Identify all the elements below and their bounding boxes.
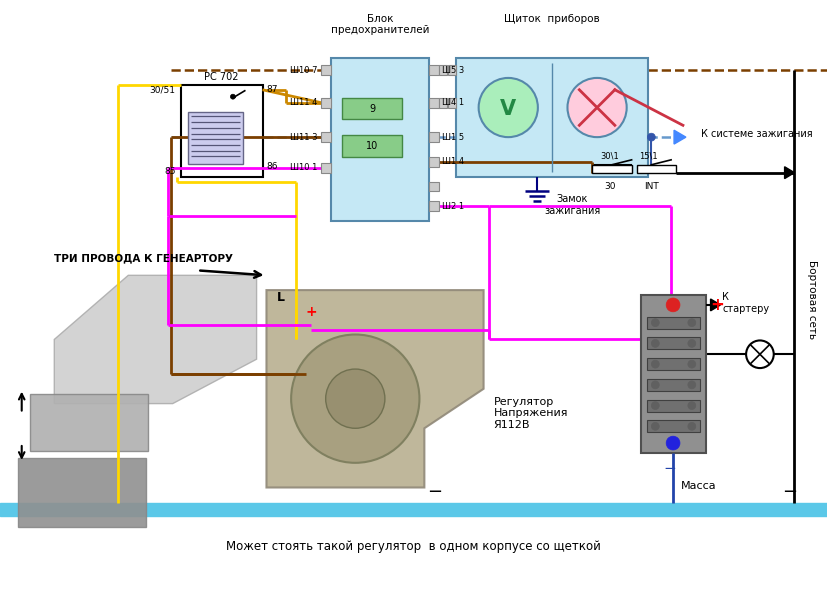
Text: К
стартеру: К стартеру bbox=[722, 292, 769, 314]
Bar bbox=[429, 98, 439, 107]
Bar bbox=[648, 358, 700, 370]
Text: Ш4 1: Ш4 1 bbox=[442, 98, 464, 107]
Bar bbox=[648, 420, 700, 432]
Circle shape bbox=[651, 402, 660, 410]
Bar bbox=[429, 201, 439, 211]
Text: Может стоять такой регулятор  в одном корпусе со щеткой: Может стоять такой регулятор в одном кор… bbox=[226, 540, 601, 553]
Circle shape bbox=[688, 360, 696, 368]
Text: 86: 86 bbox=[266, 162, 278, 171]
Text: INT: INT bbox=[644, 181, 659, 190]
Text: Ш11 4: Ш11 4 bbox=[291, 98, 318, 107]
Circle shape bbox=[688, 319, 696, 327]
Polygon shape bbox=[784, 167, 794, 179]
Circle shape bbox=[666, 436, 680, 450]
Bar bbox=[331, 58, 429, 221]
Text: Ш11 3: Ш11 3 bbox=[290, 133, 318, 141]
Bar bbox=[429, 157, 439, 167]
Bar bbox=[448, 98, 456, 107]
Bar bbox=[648, 379, 700, 391]
Circle shape bbox=[567, 78, 627, 137]
Circle shape bbox=[688, 381, 696, 389]
Text: +: + bbox=[711, 296, 724, 314]
Text: 30\1: 30\1 bbox=[600, 152, 618, 161]
Circle shape bbox=[291, 334, 420, 463]
Bar bbox=[448, 65, 456, 75]
Circle shape bbox=[648, 133, 655, 141]
Bar bbox=[0, 503, 827, 516]
Text: Замок
зажигания: Замок зажигания bbox=[545, 195, 601, 216]
Text: Щиток  приборов: Щиток приборов bbox=[504, 14, 600, 24]
Text: Ш1 4: Ш1 4 bbox=[442, 158, 464, 167]
Circle shape bbox=[651, 381, 660, 389]
Polygon shape bbox=[711, 299, 721, 311]
Circle shape bbox=[688, 402, 696, 410]
Bar bbox=[637, 165, 676, 173]
Circle shape bbox=[651, 319, 660, 327]
Text: −: − bbox=[427, 484, 442, 501]
Text: Ш1 5: Ш1 5 bbox=[442, 133, 464, 141]
Text: Масса: Масса bbox=[681, 481, 716, 491]
Text: −: − bbox=[782, 484, 797, 501]
Bar bbox=[343, 98, 401, 119]
Bar bbox=[648, 337, 700, 349]
Polygon shape bbox=[266, 290, 484, 488]
Bar bbox=[642, 295, 706, 453]
Text: Ш5 3: Ш5 3 bbox=[442, 66, 464, 75]
Circle shape bbox=[478, 78, 538, 137]
Circle shape bbox=[688, 340, 696, 347]
Circle shape bbox=[666, 298, 680, 312]
Text: РС 702: РС 702 bbox=[204, 72, 239, 82]
Bar bbox=[592, 165, 632, 173]
Bar bbox=[321, 98, 331, 107]
Bar bbox=[343, 135, 401, 157]
Circle shape bbox=[651, 340, 660, 347]
Polygon shape bbox=[54, 275, 256, 404]
Bar bbox=[439, 98, 447, 107]
Text: Бортовая сеть: Бортовая сеть bbox=[807, 260, 817, 340]
Bar bbox=[439, 65, 447, 75]
Text: ТРИ ПРОВОДА К ГЕНЕАРТОРУ: ТРИ ПРОВОДА К ГЕНЕАРТОРУ bbox=[54, 254, 233, 263]
Bar bbox=[29, 394, 148, 451]
Bar bbox=[321, 132, 331, 142]
Bar bbox=[648, 399, 700, 411]
Text: 87: 87 bbox=[266, 85, 278, 94]
Text: V: V bbox=[500, 99, 516, 119]
Text: 30/51: 30/51 bbox=[150, 85, 176, 94]
Bar bbox=[189, 112, 243, 164]
Text: Ш10 7: Ш10 7 bbox=[290, 66, 318, 75]
Text: Ш10 1: Ш10 1 bbox=[291, 163, 318, 173]
Text: −: − bbox=[664, 461, 676, 476]
Text: +: + bbox=[305, 305, 317, 319]
Bar bbox=[429, 65, 439, 75]
Text: Блок
предохранителей: Блок предохранителей bbox=[331, 14, 429, 35]
Text: Ш2 1: Ш2 1 bbox=[442, 202, 464, 211]
Text: 9: 9 bbox=[369, 103, 375, 113]
Bar bbox=[18, 458, 146, 527]
Bar bbox=[321, 163, 331, 173]
Bar bbox=[429, 181, 439, 192]
Text: 85: 85 bbox=[164, 167, 176, 176]
Text: 15\1: 15\1 bbox=[639, 152, 658, 161]
Polygon shape bbox=[674, 130, 685, 144]
Circle shape bbox=[651, 422, 660, 430]
Circle shape bbox=[746, 340, 773, 368]
Text: 30: 30 bbox=[604, 181, 616, 190]
Circle shape bbox=[230, 94, 235, 99]
Bar bbox=[181, 85, 262, 177]
Text: 10: 10 bbox=[366, 141, 378, 151]
Text: Регулятор
Напряжения
Я112В: Регулятор Напряжения Я112В bbox=[494, 397, 568, 430]
Circle shape bbox=[326, 369, 385, 428]
Bar bbox=[321, 65, 331, 75]
Circle shape bbox=[651, 360, 660, 368]
Text: L: L bbox=[277, 291, 285, 303]
Text: К системе зажигания: К системе зажигания bbox=[701, 129, 812, 139]
Bar bbox=[648, 317, 700, 328]
Bar bbox=[429, 132, 439, 142]
Circle shape bbox=[688, 422, 696, 430]
Bar bbox=[456, 58, 649, 177]
